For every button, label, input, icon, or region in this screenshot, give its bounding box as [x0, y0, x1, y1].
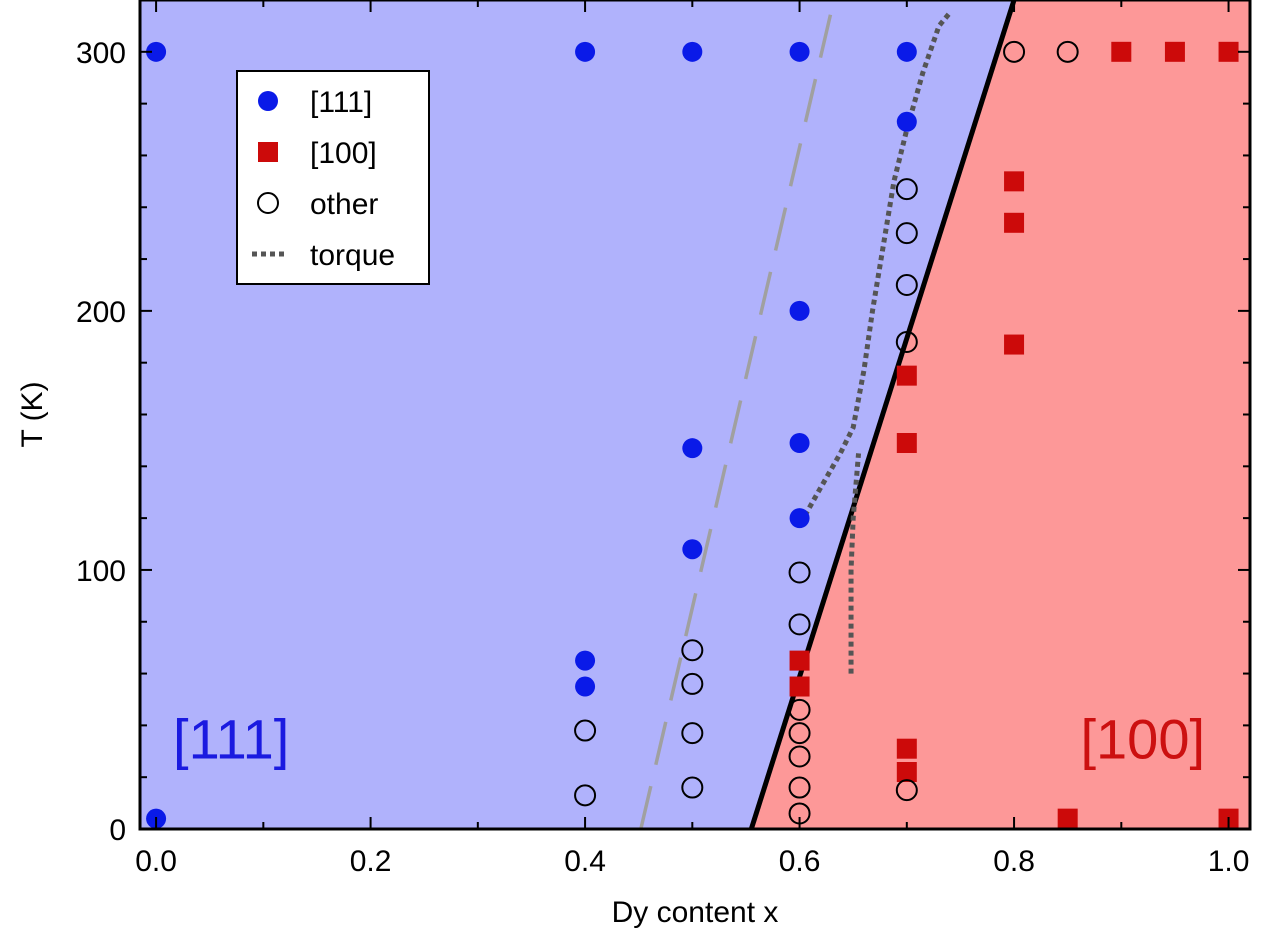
data-point-100: [1218, 41, 1239, 62]
data-point-100: [789, 676, 810, 697]
data-point-100: [1111, 41, 1132, 62]
data-point-111: [789, 508, 810, 529]
data-point-other: [788, 722, 811, 745]
data-point-111: [682, 41, 703, 62]
data-point-111: [896, 41, 917, 62]
y-tick-label: 200: [76, 296, 126, 329]
torque-line-2: [848, 453, 862, 674]
data-point-111: [682, 539, 703, 560]
data-point-111: [789, 300, 810, 321]
data-point-other: [681, 722, 704, 745]
data-point-111: [575, 41, 596, 62]
data-point-other: [681, 776, 704, 799]
dashed-boundary-line: [639, 0, 836, 830]
x-tick-label: 0.4: [564, 845, 606, 878]
x-tick-label: 0.6: [779, 845, 821, 878]
data-point-other: [788, 698, 811, 721]
region-label-layer: [111] [100]: [173, 707, 1205, 770]
data-point-100: [789, 650, 810, 671]
data-point-111: [896, 111, 917, 132]
data-point-100: [896, 432, 917, 453]
data-point-other: [895, 178, 918, 201]
data-point-other: [895, 222, 918, 245]
data-point-100: [1057, 808, 1078, 829]
marker-layer: [146, 40, 1239, 829]
region-label-100: [100]: [1080, 707, 1205, 770]
y-tick-label: 300: [76, 37, 126, 70]
data-point-other: [788, 745, 811, 768]
torque-line-1: [802, 11, 952, 517]
x-tick-label: 1.0: [1208, 845, 1250, 878]
data-point-111: [575, 650, 596, 671]
legend-label-100: [100]: [310, 137, 377, 170]
data-point-other: [788, 561, 811, 584]
data-point-100: [1004, 171, 1025, 192]
x-axis-title: Dy content x: [612, 896, 779, 929]
data-point-111: [575, 676, 596, 697]
data-point-100: [1164, 41, 1185, 62]
legend-marker-111: [258, 91, 278, 111]
data-point-other: [895, 273, 918, 296]
x-tick-label: 0.8: [993, 845, 1035, 878]
y-tick-label: 0: [109, 814, 126, 847]
data-point-other: [681, 639, 704, 662]
data-point-other: [788, 613, 811, 636]
data-point-100: [1004, 212, 1025, 233]
data-point-100: [1004, 334, 1025, 355]
data-point-other: [1003, 40, 1026, 63]
data-point-other: [681, 672, 704, 695]
legend-marker-100: [258, 142, 278, 162]
data-point-111: [789, 41, 810, 62]
legend-marker-other: [257, 192, 279, 214]
data-point-111: [789, 432, 810, 453]
data-point-other: [895, 779, 918, 802]
legend-label-111: [111]: [310, 86, 372, 119]
data-point-100: [896, 365, 917, 386]
data-point-other: [574, 719, 597, 742]
data-point-100: [896, 738, 917, 759]
x-tick-label: 0.2: [350, 845, 392, 878]
data-point-other: [1056, 40, 1079, 63]
region-100: [751, 0, 1250, 829]
y-tick-label: 100: [76, 555, 126, 588]
data-point-100: [896, 762, 917, 783]
legend-label-torque: torque: [310, 239, 395, 272]
data-point-111: [146, 41, 167, 62]
y-axis-title: T (K): [16, 381, 49, 447]
data-point-other: [574, 784, 597, 807]
tick-label-layer: 0.0 0.2 0.4 0.6 0.8 1.0 0 100 200 300: [76, 37, 1249, 878]
legend: [111] [100] other torque: [236, 70, 430, 285]
data-point-other: [788, 776, 811, 799]
plot-frame: [138, 0, 1252, 831]
region-label-111: [111]: [173, 707, 289, 770]
x-tick-label: 0.0: [135, 845, 177, 878]
data-point-other: [895, 330, 918, 353]
legend-label-other: other: [310, 188, 378, 221]
data-point-111: [682, 438, 703, 459]
